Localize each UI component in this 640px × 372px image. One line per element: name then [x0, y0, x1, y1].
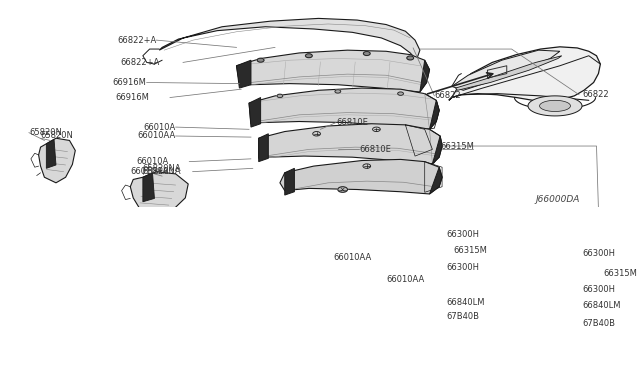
Text: 65820NA: 65820NA	[143, 164, 182, 173]
Polygon shape	[131, 171, 188, 215]
Polygon shape	[280, 160, 442, 194]
Circle shape	[335, 90, 340, 93]
Text: 65820NA: 65820NA	[143, 167, 182, 176]
Text: 66300H: 66300H	[582, 285, 615, 294]
Text: J66000DA: J66000DA	[536, 195, 580, 204]
Text: 66010AA: 66010AA	[138, 131, 175, 141]
Text: 66010AA: 66010AA	[386, 275, 424, 284]
Polygon shape	[452, 50, 560, 90]
Polygon shape	[528, 96, 582, 116]
Text: 66822: 66822	[582, 90, 609, 99]
Text: 66315M: 66315M	[604, 269, 637, 278]
Text: 66010AA: 66010AA	[333, 253, 371, 262]
Text: 66916M: 66916M	[116, 93, 150, 102]
Text: 66840LM: 66840LM	[582, 301, 621, 310]
Text: 67B40B: 67B40B	[446, 312, 479, 321]
Polygon shape	[420, 60, 429, 92]
Circle shape	[257, 58, 264, 62]
Polygon shape	[449, 47, 600, 102]
Polygon shape	[237, 60, 251, 88]
Text: 66300H: 66300H	[446, 230, 479, 238]
Text: 66916M: 66916M	[113, 78, 147, 87]
Polygon shape	[237, 50, 429, 92]
Polygon shape	[540, 100, 570, 112]
Text: 66840LM: 66840LM	[446, 298, 484, 307]
Circle shape	[372, 127, 380, 132]
Text: 65820N: 65820N	[40, 131, 74, 141]
Polygon shape	[249, 97, 260, 127]
Polygon shape	[38, 138, 76, 183]
Polygon shape	[143, 173, 154, 202]
Text: 66822+A: 66822+A	[117, 36, 156, 45]
Text: 66315M: 66315M	[440, 141, 474, 151]
Text: 67B40B: 67B40B	[582, 319, 615, 328]
Polygon shape	[259, 124, 442, 164]
Circle shape	[338, 187, 348, 192]
Circle shape	[364, 52, 370, 55]
Polygon shape	[433, 136, 442, 164]
Text: 66010A: 66010A	[137, 157, 169, 166]
Text: 66822: 66822	[435, 92, 461, 100]
Text: 66315M: 66315M	[454, 246, 488, 255]
Text: 66300H: 66300H	[446, 263, 479, 272]
Text: 66010AA: 66010AA	[131, 167, 169, 176]
Circle shape	[397, 92, 403, 95]
Text: 66010A: 66010A	[143, 123, 175, 132]
Text: 66300H: 66300H	[582, 249, 615, 258]
Text: 65820N: 65820N	[29, 128, 62, 137]
Text: 66810E: 66810E	[336, 118, 368, 127]
Circle shape	[313, 132, 321, 136]
Polygon shape	[46, 140, 56, 168]
Polygon shape	[429, 167, 442, 194]
Polygon shape	[259, 134, 268, 162]
Polygon shape	[159, 18, 420, 60]
Polygon shape	[456, 56, 562, 90]
Polygon shape	[285, 168, 294, 195]
Circle shape	[363, 164, 371, 168]
Text: 66822+A: 66822+A	[120, 58, 159, 67]
Polygon shape	[429, 100, 439, 129]
Circle shape	[407, 56, 413, 60]
Circle shape	[305, 54, 312, 58]
Circle shape	[277, 94, 283, 97]
Polygon shape	[249, 88, 439, 129]
Text: 66810E: 66810E	[359, 145, 391, 154]
